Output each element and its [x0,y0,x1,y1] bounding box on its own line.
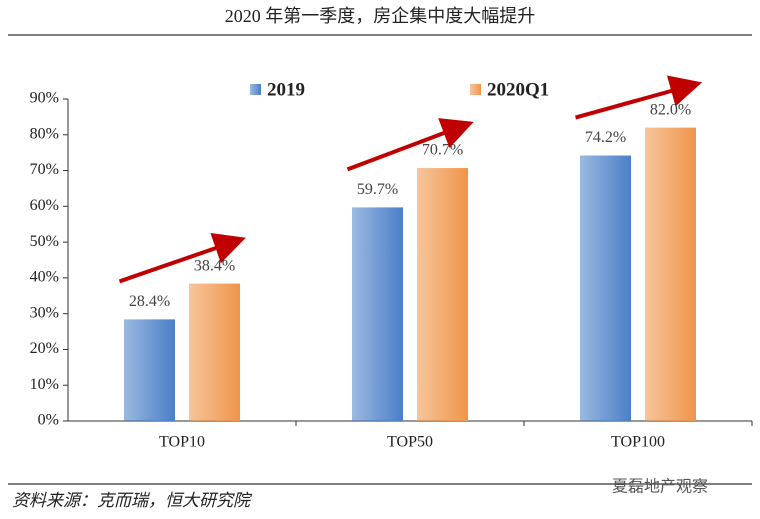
value-label: 59.7% [357,181,398,198]
x-tick-label: TOP100 [611,434,665,451]
y-tick-label: 30% [30,304,59,321]
legend-label: 2020Q1 [487,79,549,100]
value-label: 38.4% [194,257,235,274]
legend-label: 2019 [267,79,305,100]
value-label: 82.0% [650,101,691,118]
y-tick-label: 70% [30,161,59,178]
y-tick-label: 80% [30,125,59,142]
watermark: 夏磊地产观察 [612,478,708,496]
value-label: 70.7% [422,142,463,159]
trend-arrow [346,118,474,172]
legend-swatch [250,84,261,95]
bar [189,283,240,421]
source-note: 资料来源：克而瑞，恒大研究院 [12,491,253,510]
bar [580,155,631,422]
y-tick-label: 40% [30,269,59,286]
chart-title: 2020 年第一季度，房企集中度大幅提升 [225,6,536,26]
bar [124,319,175,421]
y-tick-label: 90% [30,90,59,107]
y-tick-label: 10% [30,376,59,393]
legend-swatch [470,84,481,95]
trend-arrow [574,75,703,120]
y-tick-label: 20% [30,340,59,357]
x-tick-label: TOP50 [387,434,433,451]
bar [417,168,468,421]
y-tick-label: 60% [30,197,59,214]
y-tick-label: 50% [30,233,59,250]
value-label: 28.4% [129,293,170,310]
x-tick-label: TOP10 [159,434,205,451]
value-label: 74.2% [585,129,626,146]
trend-arrow [118,233,246,284]
bar [352,207,403,421]
bar [645,127,696,421]
y-tick-label: 0% [38,412,59,429]
